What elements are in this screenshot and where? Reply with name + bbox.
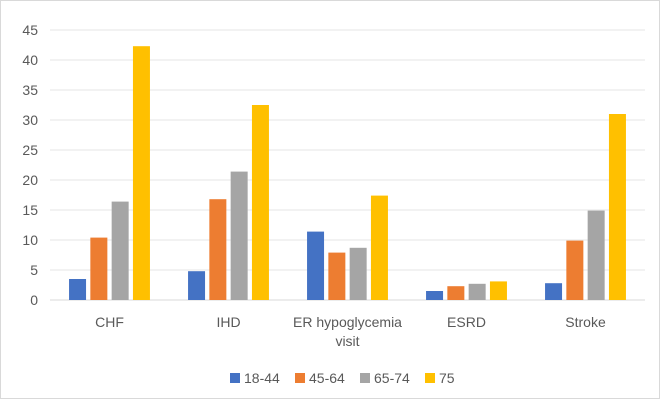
legend-swatch [360, 373, 370, 383]
legend-label: 65-74 [374, 370, 410, 386]
bar-75-ihd [251, 105, 269, 300]
category-label: Stroke [565, 314, 606, 330]
bar-45-64-esrd [447, 286, 465, 300]
bar-65-74-er-hypoglycemia-visit [349, 247, 367, 300]
legend-swatch [230, 373, 240, 383]
category-label: ER hypoglycemia [293, 314, 402, 330]
category-label: visit [335, 333, 359, 349]
bar-18-44-ihd [188, 271, 206, 300]
bar-18-44-stroke [545, 283, 563, 300]
y-axis-ticks: 0 5 10 15 20 25 30 35 40 45 [22, 22, 38, 308]
bars [69, 46, 626, 301]
bar-75-chf [132, 46, 150, 301]
y-tick-label: 20 [22, 172, 38, 188]
bar-75-esrd [489, 281, 507, 300]
bar-65-74-stroke [587, 210, 605, 300]
category-label: ESRD [447, 314, 486, 330]
bar-75-er-hypoglycemia-visit [370, 195, 388, 300]
legend-swatch [425, 373, 435, 383]
category-label: CHF [95, 314, 124, 330]
bar-45-64-er-hypoglycemia-visit [328, 252, 346, 300]
bar-18-44-chf [69, 279, 87, 300]
y-tick-label: 30 [22, 112, 38, 128]
bar-45-64-stroke [566, 240, 584, 300]
y-tick-label: 15 [22, 202, 38, 218]
y-tick-label: 5 [30, 262, 38, 278]
bar-45-64-chf [90, 237, 108, 300]
y-tick-label: 35 [22, 82, 38, 98]
legend-label: 45-64 [309, 370, 345, 386]
legend-swatch [295, 373, 305, 383]
bar-45-64-ihd [209, 199, 227, 300]
legend-label: 18-44 [244, 370, 280, 386]
bar-65-74-ihd [230, 171, 248, 300]
y-tick-label: 0 [30, 292, 38, 308]
bar-18-44-esrd [426, 291, 444, 300]
y-tick-label: 25 [22, 142, 38, 158]
bar-65-74-chf [111, 201, 129, 300]
legend: 18-44 45-64 65-74 75 [230, 370, 455, 386]
bar-75-stroke [608, 114, 626, 300]
y-tick-label: 10 [22, 232, 38, 248]
bar-65-74-esrd [468, 283, 486, 300]
legend-label: 75 [439, 370, 455, 386]
category-label: IHD [216, 314, 240, 330]
y-tick-label: 45 [22, 22, 38, 38]
y-tick-label: 40 [22, 52, 38, 68]
x-axis-labels: CHF IHD ER hypoglycemia visit ESRD Stroke [95, 314, 606, 349]
bar-18-44-er-hypoglycemia-visit [307, 231, 325, 300]
